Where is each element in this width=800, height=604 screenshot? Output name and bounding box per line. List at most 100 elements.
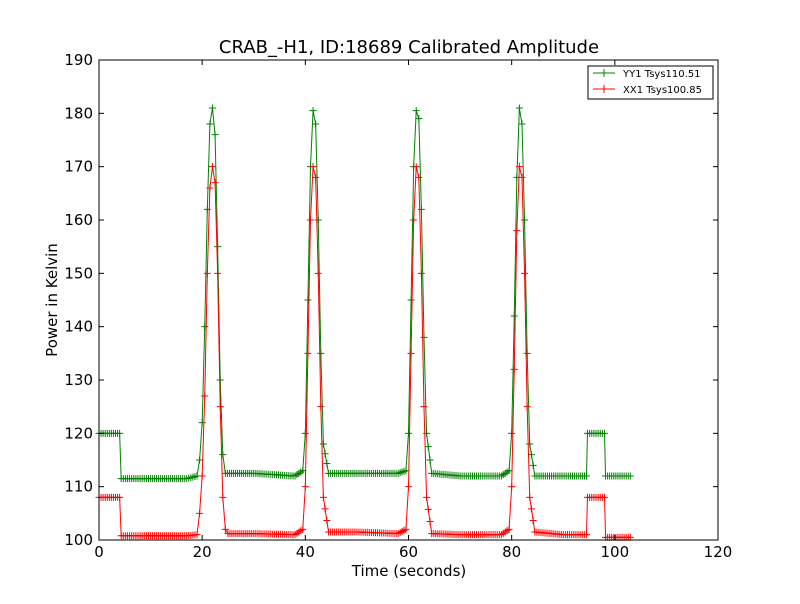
data-point bbox=[526, 440, 534, 448]
x-tick-label: 40 bbox=[296, 543, 315, 561]
data-point bbox=[309, 107, 317, 115]
y-axis: 100 110 120 130 140 150 160 170 180 190 bbox=[64, 51, 718, 549]
data-point bbox=[314, 216, 322, 224]
data-point bbox=[426, 456, 434, 464]
data-point bbox=[312, 173, 320, 181]
data-point bbox=[410, 216, 418, 224]
y-tick-label: 110 bbox=[64, 478, 93, 496]
data-point bbox=[203, 269, 211, 277]
data-point bbox=[196, 509, 204, 517]
data-point bbox=[521, 216, 529, 224]
data-point bbox=[582, 531, 590, 539]
y-axis-label: Power in Kelvin bbox=[43, 243, 61, 357]
data-point bbox=[518, 173, 526, 181]
data-point bbox=[508, 429, 516, 437]
data-point bbox=[529, 516, 537, 524]
legend-entry-yy1: YY1 Tsys110.51 bbox=[593, 69, 701, 80]
chart-title: CRAB_-H1, ID:18689 Calibrated Amplitude bbox=[219, 37, 599, 58]
data-point bbox=[208, 104, 216, 112]
data-point bbox=[510, 365, 518, 373]
data-point bbox=[513, 227, 521, 235]
data-point bbox=[527, 505, 535, 513]
data-point bbox=[521, 269, 529, 277]
data-point bbox=[221, 525, 229, 533]
data-point bbox=[299, 467, 307, 475]
y-tick-label: 170 bbox=[64, 158, 93, 176]
data-point bbox=[211, 179, 219, 187]
x-axis: 0 20 40 60 80 100 120 bbox=[94, 60, 732, 561]
data-point bbox=[405, 483, 412, 491]
data-point bbox=[423, 493, 431, 501]
data-point bbox=[515, 104, 523, 112]
data-point bbox=[214, 269, 222, 277]
x-axis-label: Time (seconds) bbox=[351, 562, 467, 580]
data-point bbox=[321, 450, 329, 458]
data-point bbox=[529, 461, 537, 469]
x-tick-label: 0 bbox=[94, 543, 104, 561]
data-point bbox=[405, 429, 412, 437]
data-point bbox=[424, 443, 432, 451]
data-point bbox=[219, 493, 227, 501]
data-point bbox=[415, 115, 423, 123]
data-point bbox=[626, 472, 634, 480]
data-point bbox=[420, 333, 428, 341]
data-point bbox=[412, 163, 420, 171]
data-point bbox=[206, 184, 214, 192]
data-point bbox=[426, 518, 434, 526]
data-point bbox=[527, 451, 535, 459]
data-point bbox=[116, 493, 124, 501]
data-point bbox=[402, 525, 410, 533]
data-point bbox=[407, 296, 415, 304]
data-point bbox=[317, 349, 325, 357]
data-point bbox=[319, 440, 327, 448]
series-xx1 bbox=[95, 163, 634, 541]
data-point bbox=[306, 216, 314, 224]
data-point bbox=[415, 173, 423, 181]
data-point bbox=[523, 403, 531, 411]
data-point bbox=[304, 296, 312, 304]
data-point bbox=[319, 493, 327, 501]
data-point bbox=[201, 323, 209, 331]
data-point bbox=[417, 269, 425, 277]
data-point bbox=[398, 468, 406, 476]
data-point bbox=[211, 131, 219, 139]
data-point bbox=[312, 120, 320, 128]
series-layer bbox=[95, 104, 634, 541]
data-point bbox=[116, 429, 124, 437]
y-tick-label: 160 bbox=[64, 211, 93, 229]
y-tick-label: 150 bbox=[64, 264, 93, 282]
y-tick-label: 130 bbox=[64, 371, 93, 389]
x-tick-label: 60 bbox=[399, 543, 418, 561]
data-point bbox=[196, 456, 204, 464]
legend-marker-yy1 bbox=[600, 69, 608, 77]
data-point bbox=[526, 493, 534, 501]
data-point bbox=[198, 472, 206, 480]
data-point bbox=[407, 349, 415, 357]
data-point bbox=[321, 505, 329, 513]
data-point bbox=[420, 403, 428, 411]
data-point bbox=[510, 312, 518, 320]
legend-label-yy1: YY1 Tsys110.51 bbox=[622, 69, 701, 80]
legend-marker-xx1 bbox=[600, 85, 608, 93]
data-point bbox=[216, 403, 224, 411]
data-point bbox=[309, 163, 317, 171]
data-point bbox=[317, 403, 325, 411]
series-line-yy1 bbox=[99, 107, 631, 480]
data-point bbox=[515, 163, 523, 171]
y-tick-label: 120 bbox=[64, 424, 93, 442]
data-point bbox=[323, 460, 331, 468]
data-point bbox=[417, 205, 425, 213]
y-tick-label: 180 bbox=[64, 104, 93, 122]
data-point bbox=[301, 483, 309, 491]
data-point bbox=[219, 451, 227, 459]
data-point bbox=[423, 429, 431, 437]
data-point bbox=[299, 525, 307, 533]
y-tick-label: 100 bbox=[64, 531, 93, 549]
x-tick-label: 100 bbox=[601, 543, 630, 561]
data-point bbox=[601, 429, 609, 437]
data-point bbox=[214, 243, 222, 251]
legend-label-xx1: XX1 Tsys100.85 bbox=[623, 85, 702, 96]
data-point bbox=[201, 392, 209, 400]
